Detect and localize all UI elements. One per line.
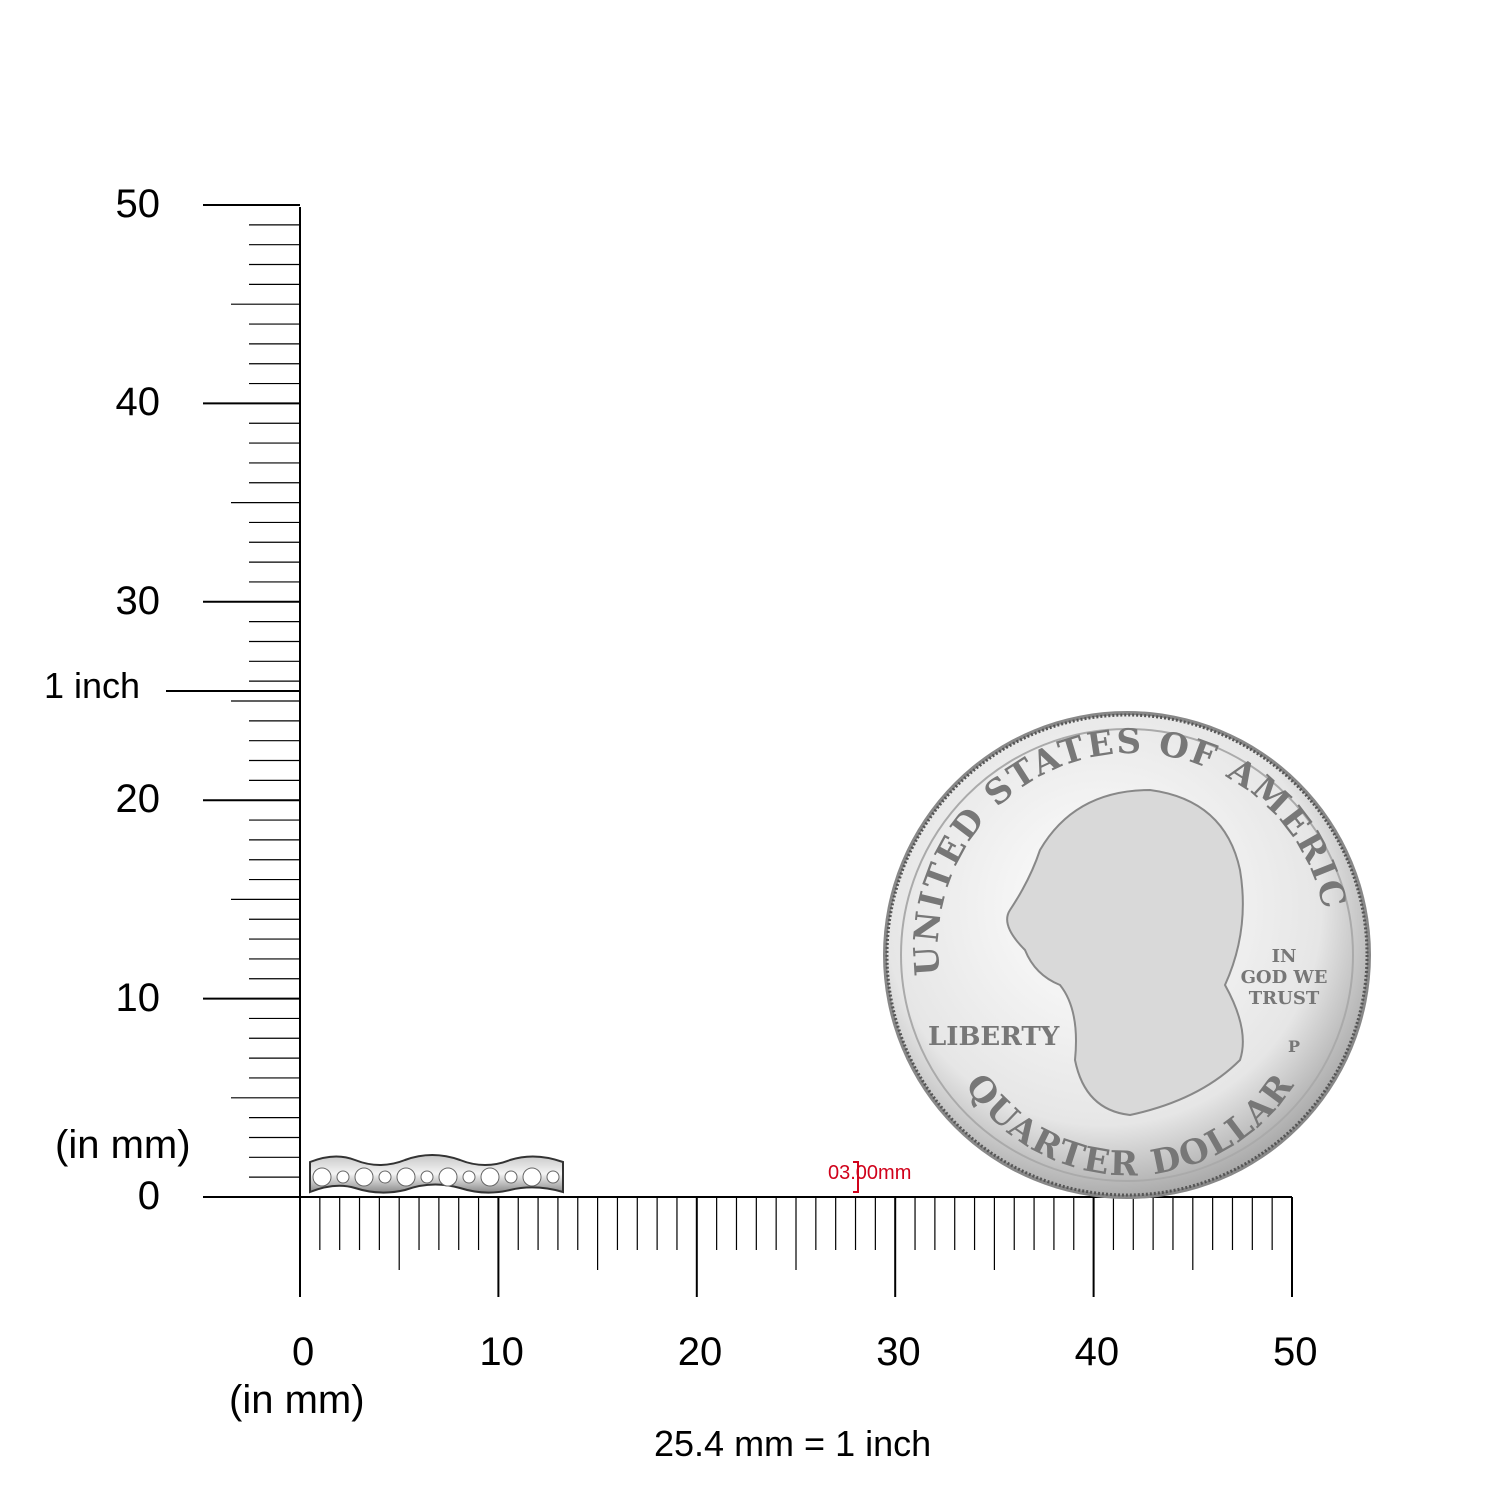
- horizontal-tick-label: 0: [292, 1330, 315, 1374]
- horizontal-tick-label: 50: [1273, 1330, 1318, 1374]
- horizontal-tick-label: 10: [479, 1330, 524, 1374]
- vertical-tick-label: 40: [115, 380, 161, 425]
- ring-width-bracket: [853, 1161, 859, 1193]
- ring-stone: [378, 1170, 392, 1184]
- ring-stone: [480, 1167, 500, 1187]
- ring-stone: [462, 1170, 476, 1184]
- ring-stone: [438, 1167, 458, 1187]
- coin-motto-line: TRUST: [1249, 988, 1320, 1009]
- vertical-tick-label: 10: [115, 975, 161, 1020]
- vertical-tick-label: 20: [115, 777, 161, 822]
- ring-width-label: 03.00mm: [828, 1162, 912, 1184]
- horizontal-tick-label: 40: [1074, 1330, 1120, 1374]
- ring-stone: [522, 1167, 542, 1187]
- ring-stone: [420, 1170, 434, 1184]
- horizontal-tick-label: 20: [677, 1330, 723, 1374]
- coin-motto-line: IN: [1272, 946, 1297, 967]
- vertical-ruler-ticks: [203, 204, 301, 1198]
- ring-stone: [396, 1167, 416, 1187]
- horizontal-ruler-ticks: [299, 1196, 1293, 1297]
- ring-stone: [354, 1167, 374, 1187]
- coin-liberty-text: LIBERTY: [928, 1022, 1060, 1052]
- inch-marker-label: 1 inch: [44, 665, 141, 706]
- vertical-tick-label: 30: [115, 578, 161, 623]
- vertical-unit-label: (in mm): [55, 1123, 191, 1167]
- ring-stone: [504, 1170, 518, 1184]
- ring-stone: [336, 1170, 350, 1184]
- quarter-coin-image: UNITED STATES OF AMERICA QUARTER DOLLAR …: [0, 0, 1371, 1199]
- horizontal-unit-label: (in mm): [229, 1378, 365, 1422]
- coin-motto-line: GOD WE: [1241, 967, 1328, 988]
- conversion-note: 25.4 mm = 1 inch: [654, 1423, 932, 1464]
- vertical-tick-label: 50: [115, 182, 161, 226]
- ring-stone: [312, 1167, 332, 1187]
- ring-image: [309, 1154, 564, 1194]
- vertical-tick-label: 0: [137, 1174, 160, 1218]
- horizontal-tick-label: 30: [876, 1330, 921, 1374]
- ring-stone: [546, 1170, 560, 1184]
- coin-mint-mark: P: [1288, 1037, 1300, 1056]
